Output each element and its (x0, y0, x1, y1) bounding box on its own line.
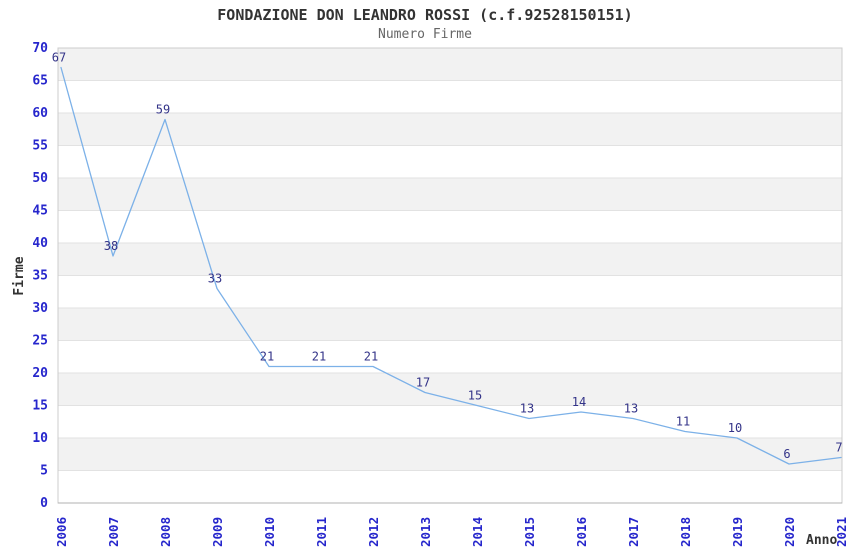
data-point-label: 21 (364, 350, 378, 364)
data-point-label: 10 (728, 421, 742, 435)
data-point-label: 13 (520, 402, 534, 416)
y-tick-label: 0 (40, 496, 48, 511)
data-point-label: 21 (260, 350, 274, 364)
y-tick-label: 20 (32, 366, 48, 381)
data-point-label: 13 (624, 402, 638, 416)
plot-band (58, 178, 842, 211)
plot-band (58, 405, 842, 438)
x-tick-label: 2021 (834, 517, 849, 547)
y-tick-label: 15 (32, 399, 48, 414)
plot-band (58, 243, 842, 276)
y-tick-label: 50 (32, 171, 48, 186)
x-tick-label: 2019 (730, 517, 745, 547)
data-point-label: 21 (312, 350, 326, 364)
x-tick-label: 2011 (314, 517, 329, 547)
plot-band (58, 48, 842, 81)
data-point-label: 38 (104, 239, 118, 253)
x-tick-label: 2006 (54, 517, 69, 547)
x-tick-label: 2009 (210, 517, 225, 547)
y-tick-label: 60 (32, 106, 48, 121)
y-tick-label: 40 (32, 236, 48, 251)
data-line (60, 66, 842, 465)
y-tick-label: 35 (32, 269, 48, 284)
y-tick-label: 25 (32, 334, 48, 349)
x-axis-title: Anno (806, 533, 838, 548)
plot-band (58, 210, 842, 243)
y-tick-label: 45 (32, 204, 48, 219)
x-tick-label: 2013 (418, 517, 433, 547)
x-tick-label: 2020 (782, 517, 797, 547)
plot-band (58, 113, 842, 146)
x-tick-label: 2016 (574, 517, 589, 547)
plot-band (58, 80, 842, 113)
plot-band (58, 470, 842, 503)
data-point-label: 17 (416, 376, 430, 390)
x-tick-label: 2010 (262, 517, 277, 547)
data-point-label: 15 (468, 389, 482, 403)
data-point-label: 59 (156, 103, 170, 117)
chart-subtitle: Numero Firme (378, 27, 472, 42)
chart-title: FONDAZIONE DON LEANDRO ROSSI (c.f.925281… (217, 6, 633, 24)
data-point-label: 11 (676, 415, 690, 429)
y-tick-label: 70 (32, 41, 48, 56)
x-tick-label: 2015 (522, 517, 537, 547)
data-point-label: 33 (208, 272, 222, 286)
y-tick-label: 10 (32, 431, 48, 446)
plot-band (58, 145, 842, 178)
x-tick-label: 2008 (158, 517, 173, 547)
x-tick-label: 2007 (106, 517, 121, 547)
y-tick-label: 30 (32, 301, 48, 316)
plot-band (58, 340, 842, 373)
plot-band (58, 438, 842, 471)
y-tick-label: 5 (40, 464, 48, 479)
y-tick-label: 65 (32, 74, 48, 89)
data-point-label: 14 (572, 395, 586, 409)
plot-band (58, 373, 842, 406)
plot-band (58, 275, 842, 308)
y-tick-label: 55 (32, 139, 48, 154)
x-tick-label: 2012 (366, 517, 381, 547)
x-tick-label: 2014 (470, 517, 485, 547)
data-point-label: 7 (835, 441, 842, 455)
data-point-label: 67 (52, 51, 66, 65)
x-tick-label: 2018 (678, 517, 693, 547)
x-tick-label: 2017 (626, 517, 641, 547)
plot-band (58, 308, 842, 341)
data-point-label: 6 (783, 447, 790, 461)
